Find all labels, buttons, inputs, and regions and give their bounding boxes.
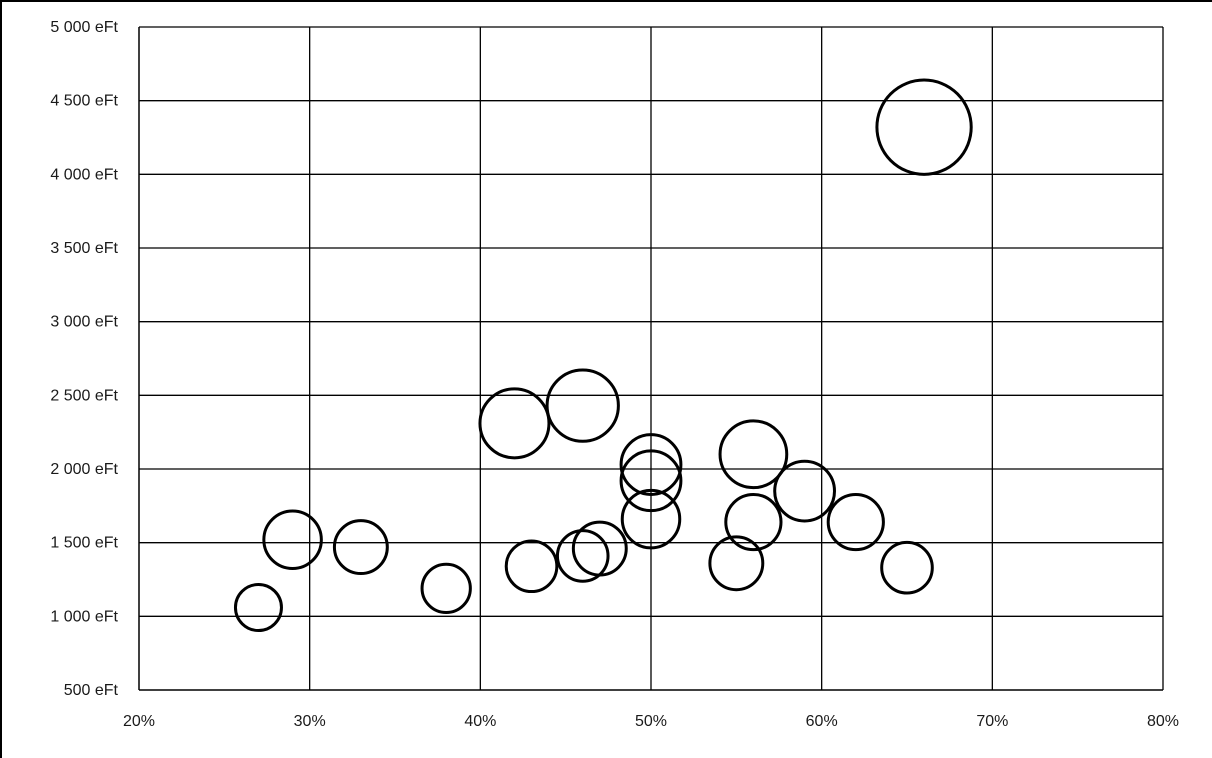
bubble-point bbox=[724, 492, 783, 552]
bubble-point bbox=[880, 540, 934, 595]
x-tick-label: 50% bbox=[635, 713, 667, 730]
x-axis-tick-labels: 20% 30% 40% 50% 60% 70% 80% bbox=[123, 713, 1179, 730]
bubble-point bbox=[773, 459, 836, 523]
bubble-point bbox=[332, 519, 389, 576]
bubble-point bbox=[233, 582, 283, 632]
y-tick-label: 4 000 eFt bbox=[50, 166, 118, 183]
x-tick-label: 70% bbox=[976, 713, 1008, 730]
bubble-point bbox=[718, 419, 789, 490]
x-tick-label: 60% bbox=[806, 713, 838, 730]
bubble-point bbox=[619, 449, 683, 513]
bubble-point bbox=[708, 535, 765, 592]
x-tick-label: 40% bbox=[464, 713, 496, 730]
gridlines bbox=[138, 26, 1164, 691]
y-tick-label: 3 000 eFt bbox=[50, 314, 118, 331]
bubble-series bbox=[233, 78, 973, 632]
bubble-point bbox=[571, 520, 628, 577]
y-tick-label: 5 000 eFt bbox=[50, 19, 118, 36]
bubble-point bbox=[262, 509, 323, 570]
y-tick-label: 1 000 eFt bbox=[50, 608, 118, 625]
bubble-point bbox=[620, 488, 682, 550]
x-tick-label: 80% bbox=[1147, 713, 1179, 730]
bubble-point bbox=[545, 368, 620, 443]
y-axis-tick-labels: 500 eFt 1 000 eFt 1 500 eFt 2 000 eFt 2 500 … bbox=[50, 19, 118, 699]
bubble-point bbox=[826, 492, 885, 552]
y-tick-label: 2 000 eFt bbox=[50, 461, 118, 478]
y-tick-label: 500 eFt bbox=[64, 682, 119, 699]
bubble-point bbox=[420, 562, 472, 614]
bubble-point bbox=[478, 387, 551, 460]
y-tick-label: 3 500 eFt bbox=[50, 240, 118, 257]
bubble-point bbox=[504, 539, 559, 594]
y-tick-label: 2 500 eFt bbox=[50, 387, 118, 404]
bubble-point bbox=[875, 78, 973, 176]
y-tick-label: 4 500 eFt bbox=[50, 93, 118, 110]
bubble-point bbox=[619, 433, 683, 496]
x-tick-label: 20% bbox=[123, 713, 155, 730]
x-tick-label: 30% bbox=[294, 713, 326, 730]
y-tick-label: 1 500 eFt bbox=[50, 535, 118, 552]
bubble-point bbox=[555, 529, 610, 583]
